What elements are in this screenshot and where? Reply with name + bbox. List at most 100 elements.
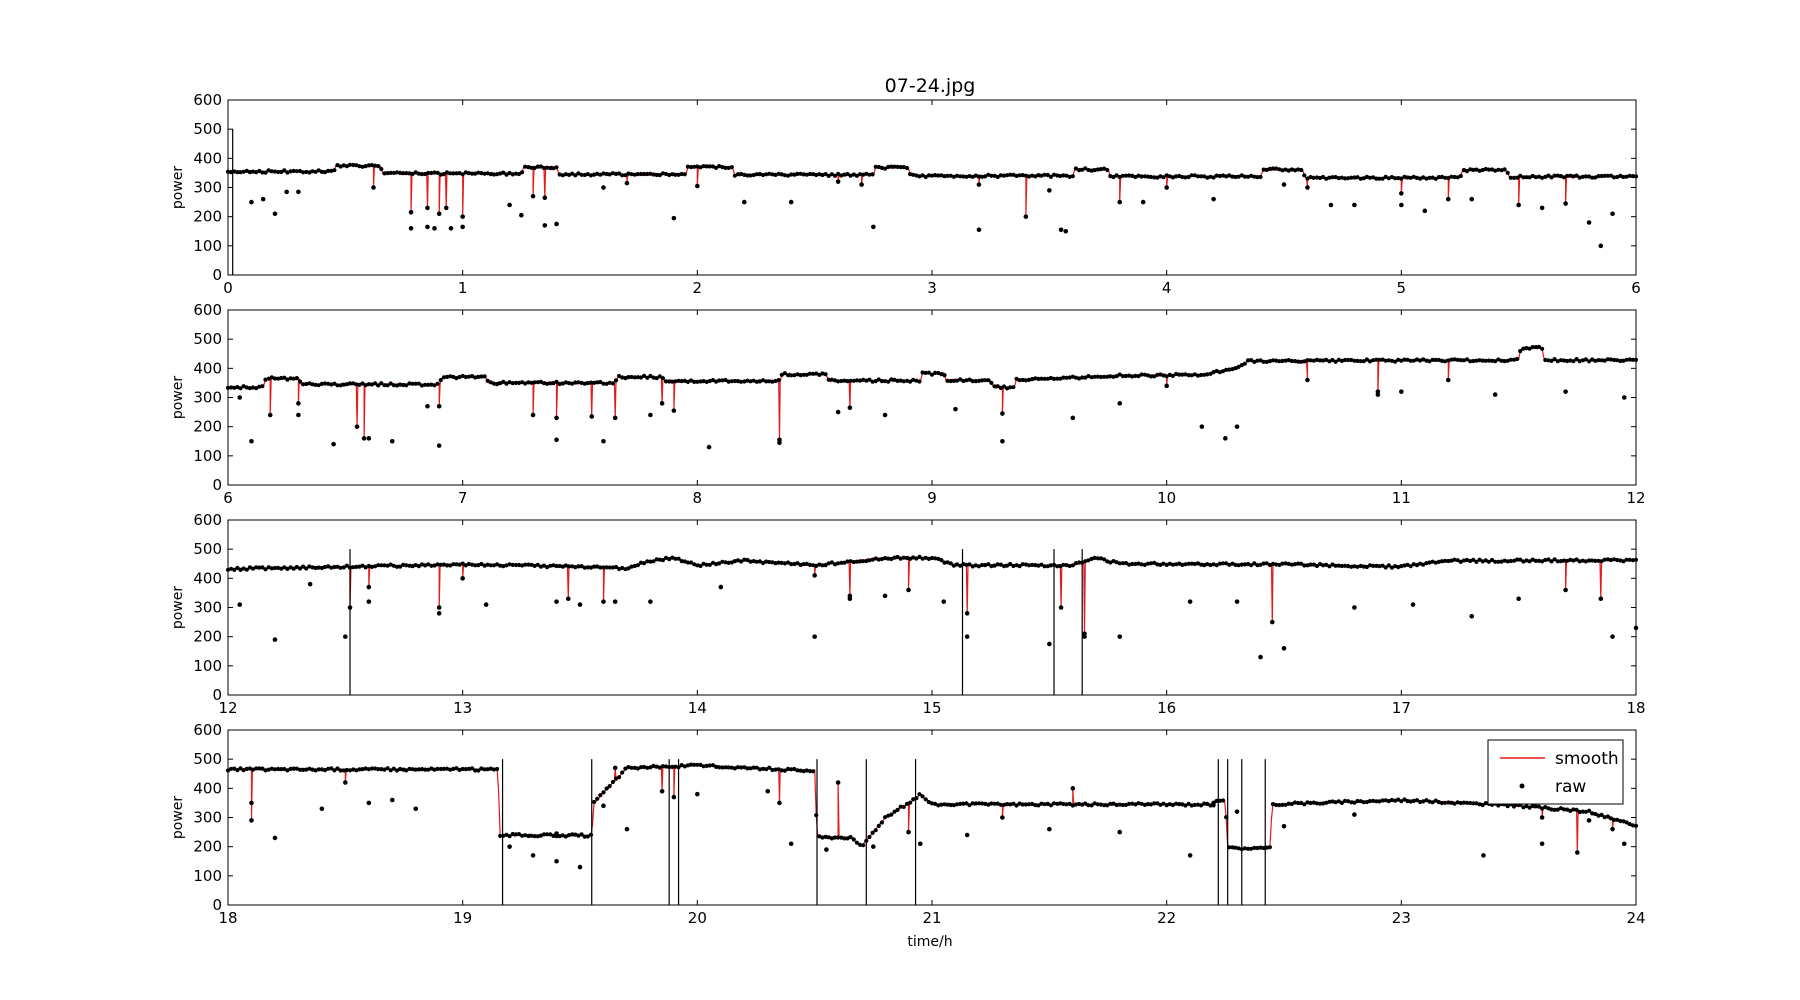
raw-point [845, 171, 850, 177]
raw-point [1358, 359, 1363, 364]
raw-point [1539, 815, 1545, 820]
raw-point [1587, 359, 1592, 364]
raw-point [685, 763, 691, 768]
raw-point [1474, 801, 1479, 806]
raw-point [1633, 557, 1639, 562]
raw-point [391, 383, 396, 388]
raw-point [470, 766, 475, 771]
raw-point [1524, 346, 1529, 351]
raw-point [1202, 372, 1207, 377]
raw-point [1311, 800, 1316, 805]
raw-point [1117, 401, 1123, 406]
raw-point [272, 565, 277, 571]
raw-point [1563, 201, 1568, 206]
raw-point [570, 171, 575, 176]
raw-point [706, 444, 712, 450]
raw-point [804, 561, 809, 567]
raw-point [629, 172, 634, 177]
raw-point [1549, 559, 1554, 564]
raw-point [1480, 803, 1485, 808]
raw-point [1233, 562, 1238, 568]
raw-point [249, 438, 254, 444]
raw-point [1421, 562, 1426, 567]
raw-point [682, 172, 687, 177]
raw-point [263, 170, 268, 175]
raw-point [1252, 561, 1257, 566]
raw-point [826, 835, 831, 840]
raw-point [476, 374, 481, 379]
raw-point [1242, 174, 1247, 179]
raw-point [532, 834, 537, 839]
raw-point [701, 764, 706, 769]
axes-frame [227, 729, 1637, 906]
raw-point [835, 780, 841, 785]
raw-point [1005, 563, 1010, 568]
raw-point [961, 174, 966, 179]
raw-point [1152, 560, 1157, 565]
raw-point [491, 767, 497, 772]
raw-point [770, 560, 775, 565]
raw-point [366, 163, 371, 168]
raw-point [689, 165, 694, 170]
raw-point [1596, 558, 1601, 563]
raw-point [1205, 562, 1210, 567]
raw-point [732, 378, 738, 384]
raw-point [516, 171, 522, 177]
raw-point [426, 562, 431, 567]
raw-point [695, 762, 700, 767]
raw-point [1108, 560, 1113, 565]
raw-point [620, 173, 625, 178]
raw-point [670, 764, 675, 770]
raw-point [657, 173, 662, 178]
raw-point [425, 403, 430, 409]
raw-point [757, 559, 763, 564]
raw-point [1530, 557, 1535, 562]
raw-point [1186, 801, 1191, 806]
raw-point [1452, 174, 1457, 180]
raw-point [523, 833, 528, 838]
raw-point [354, 564, 359, 570]
raw-point [1051, 562, 1057, 568]
raw-point [498, 563, 503, 568]
raw-point [1186, 373, 1191, 378]
raw-point [1186, 174, 1191, 180]
raw-point [795, 171, 800, 176]
raw-point [1490, 557, 1495, 563]
raw-point [1048, 174, 1053, 179]
raw-point [601, 790, 606, 795]
raw-point [229, 566, 234, 571]
raw-point [376, 164, 381, 169]
raw-point [1324, 800, 1329, 805]
raw-point [338, 383, 343, 388]
raw-point [826, 561, 831, 566]
raw-point [482, 171, 487, 176]
raw-point [1539, 841, 1545, 847]
raw-point [1530, 803, 1535, 809]
raw-point [413, 170, 418, 175]
raw-point [861, 843, 866, 848]
raw-point [585, 834, 590, 839]
raw-point [1299, 359, 1304, 364]
raw-point [801, 562, 806, 567]
raw-point [673, 556, 678, 561]
raw-point [1433, 357, 1438, 362]
raw-point [942, 560, 947, 565]
raw-point [695, 379, 700, 384]
raw-point [1314, 175, 1319, 180]
raw-point [1095, 167, 1100, 172]
raw-point [1561, 558, 1567, 563]
raw-point [836, 379, 841, 384]
raw-point [532, 165, 537, 171]
raw-point [507, 202, 512, 208]
raw-point [1000, 815, 1005, 820]
raw-point [786, 560, 791, 565]
raw-point [407, 563, 412, 568]
raw-point [767, 559, 772, 565]
raw-point [1280, 358, 1285, 364]
raw-point [316, 565, 321, 570]
raw-point [645, 765, 650, 770]
raw-point [741, 199, 747, 205]
raw-point [369, 382, 374, 387]
y-tick-label: 100 [193, 237, 222, 255]
